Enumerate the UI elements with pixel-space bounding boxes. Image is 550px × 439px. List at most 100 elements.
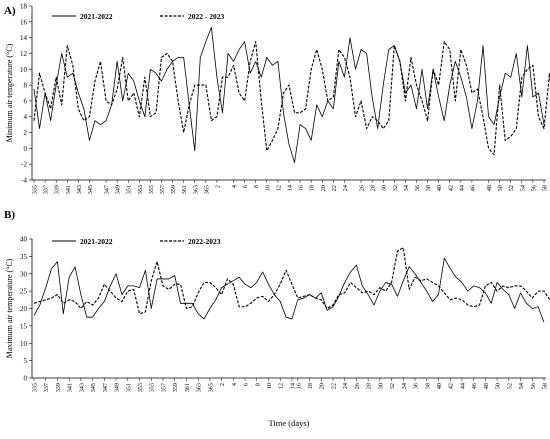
x-tick-label: 14	[287, 185, 294, 191]
y-tick-label: 16	[20, 18, 28, 26]
x-tick-label: 12	[278, 383, 285, 389]
y-tick-label: 0	[24, 145, 28, 153]
y-tick-label: 5	[24, 357, 28, 365]
y-tick-label: -4	[21, 177, 27, 185]
y-tick-label: 15	[20, 322, 28, 330]
x-tick-label: 349	[114, 383, 121, 392]
x-tick-label: 351	[126, 185, 133, 194]
x-tick-label: 347	[104, 185, 111, 194]
x-tick-label: 50	[497, 185, 504, 191]
x-tick-label: 30	[377, 383, 384, 389]
panel-b-maximum-temperature: B) 0 5 10 15 20 25 30 35 40 Maximum air temperatur…	[4, 209, 550, 428]
legend-label: 2022 - 2023	[188, 12, 224, 21]
x-tick-label: 18	[309, 185, 316, 191]
x-tick-label: 32	[389, 383, 396, 389]
x-tick-label: 32	[392, 185, 399, 191]
panel-label: B)	[4, 209, 15, 221]
y-tick-label: 35	[20, 253, 28, 261]
x-tick-label: 363	[192, 185, 199, 194]
series-line-dashed	[33, 41, 550, 156]
y-tick-label: -2	[21, 161, 27, 169]
x-tick-label: 337	[43, 383, 50, 392]
x-tick-label: 359	[172, 383, 179, 392]
x-tick-label: 52	[508, 185, 515, 191]
legend-label: 2022-2023	[188, 237, 221, 246]
y-tick-label: 2	[24, 129, 28, 137]
x-tick-label: 42	[448, 383, 455, 389]
x-tick-label: 355	[148, 185, 155, 194]
y-axis-label: Maximum air temperature (°C)	[5, 258, 14, 358]
x-tick-label: 365	[203, 185, 210, 194]
y-tick-label: 20	[20, 305, 28, 313]
x-tick-label: 343	[76, 185, 83, 194]
y-axis-label: Minimum air temperature (°C)	[5, 43, 14, 142]
x-tick-label: 347	[102, 383, 109, 392]
x-tick-label: 341	[65, 185, 72, 194]
x-tick-label: 36	[413, 383, 420, 389]
y-tick-label: 0	[24, 375, 28, 383]
x-tick-label: 361	[181, 185, 188, 194]
y-tick-label: 14	[20, 34, 28, 42]
y-tick-label: 10	[20, 340, 28, 348]
x-tick-label: 337	[43, 185, 50, 194]
legend-label: 2021-2022	[80, 237, 113, 246]
x-tick-label: 44	[458, 185, 465, 191]
x-tick-label: 22	[331, 185, 338, 191]
x-tick-label: 52	[506, 383, 513, 389]
y-tick-label: 25	[20, 288, 28, 296]
y-tick-label: 4	[24, 113, 28, 121]
x-tick-label: 46	[471, 383, 478, 389]
x-tick-label: 58	[542, 185, 549, 191]
x-tick-label: 355	[149, 383, 156, 392]
x-tick-label: 24	[342, 185, 349, 191]
y-tick-label: 6	[24, 97, 28, 105]
y-tick-label: 8	[24, 82, 28, 90]
x-tick-label: 18	[307, 383, 314, 389]
x-tick-label: 6	[243, 383, 250, 386]
x-tick-label: 14	[289, 383, 296, 389]
x-tick-label: 28	[366, 383, 373, 389]
x-tick-label: 341	[67, 383, 74, 392]
x-tick-label: 357	[160, 383, 167, 392]
x-tick-label: 26	[359, 185, 366, 191]
y-tick-label: 12	[20, 50, 28, 58]
x-tick-label: 56	[530, 185, 537, 191]
x-tick-label: 2	[214, 185, 221, 188]
x-tick-label: 335	[32, 185, 39, 194]
x-tick-label: 24	[342, 383, 349, 389]
x-tick-label: 2	[219, 383, 226, 386]
x-tick-label: 54	[518, 383, 525, 389]
x-tick-label: 361	[184, 383, 191, 392]
x-tick-label: 6	[242, 185, 249, 188]
x-tick-label: 353	[137, 185, 144, 194]
x-tick-label: 20	[319, 383, 326, 389]
x-tick-label: 36	[414, 185, 421, 191]
x-tick-label: 46	[469, 185, 476, 191]
x-tick-label: 42	[447, 185, 454, 191]
x-tick-label: 28	[370, 185, 377, 191]
x-tick-label: 34	[403, 185, 410, 191]
x-tick-label: 12	[275, 185, 282, 191]
x-tick-label: 359	[170, 185, 177, 194]
x-tick-label: 40	[436, 383, 443, 389]
x-tick-label: 4	[231, 185, 238, 188]
x-tick-label: 343	[78, 383, 85, 392]
x-tick-label: 10	[266, 383, 273, 389]
x-tick-label: 38	[425, 185, 432, 191]
x-tick-label: 30	[381, 185, 388, 191]
x-tick-label: 58	[542, 383, 549, 389]
x-tick-label: 345	[90, 383, 97, 392]
x-tick-label: 34	[401, 383, 408, 389]
x-tick-label: 8	[254, 383, 261, 386]
x-tick-label: 16	[298, 185, 305, 191]
x-axis-label: Time (days)	[268, 418, 309, 428]
y-tick-label: 40	[20, 236, 28, 244]
x-tick-label: 20	[320, 185, 327, 191]
x-tick-label: 351	[125, 383, 132, 392]
x-tick-label: 38	[424, 383, 431, 389]
x-tick-label: 22	[330, 383, 337, 389]
x-tick-label: 339	[55, 383, 62, 392]
